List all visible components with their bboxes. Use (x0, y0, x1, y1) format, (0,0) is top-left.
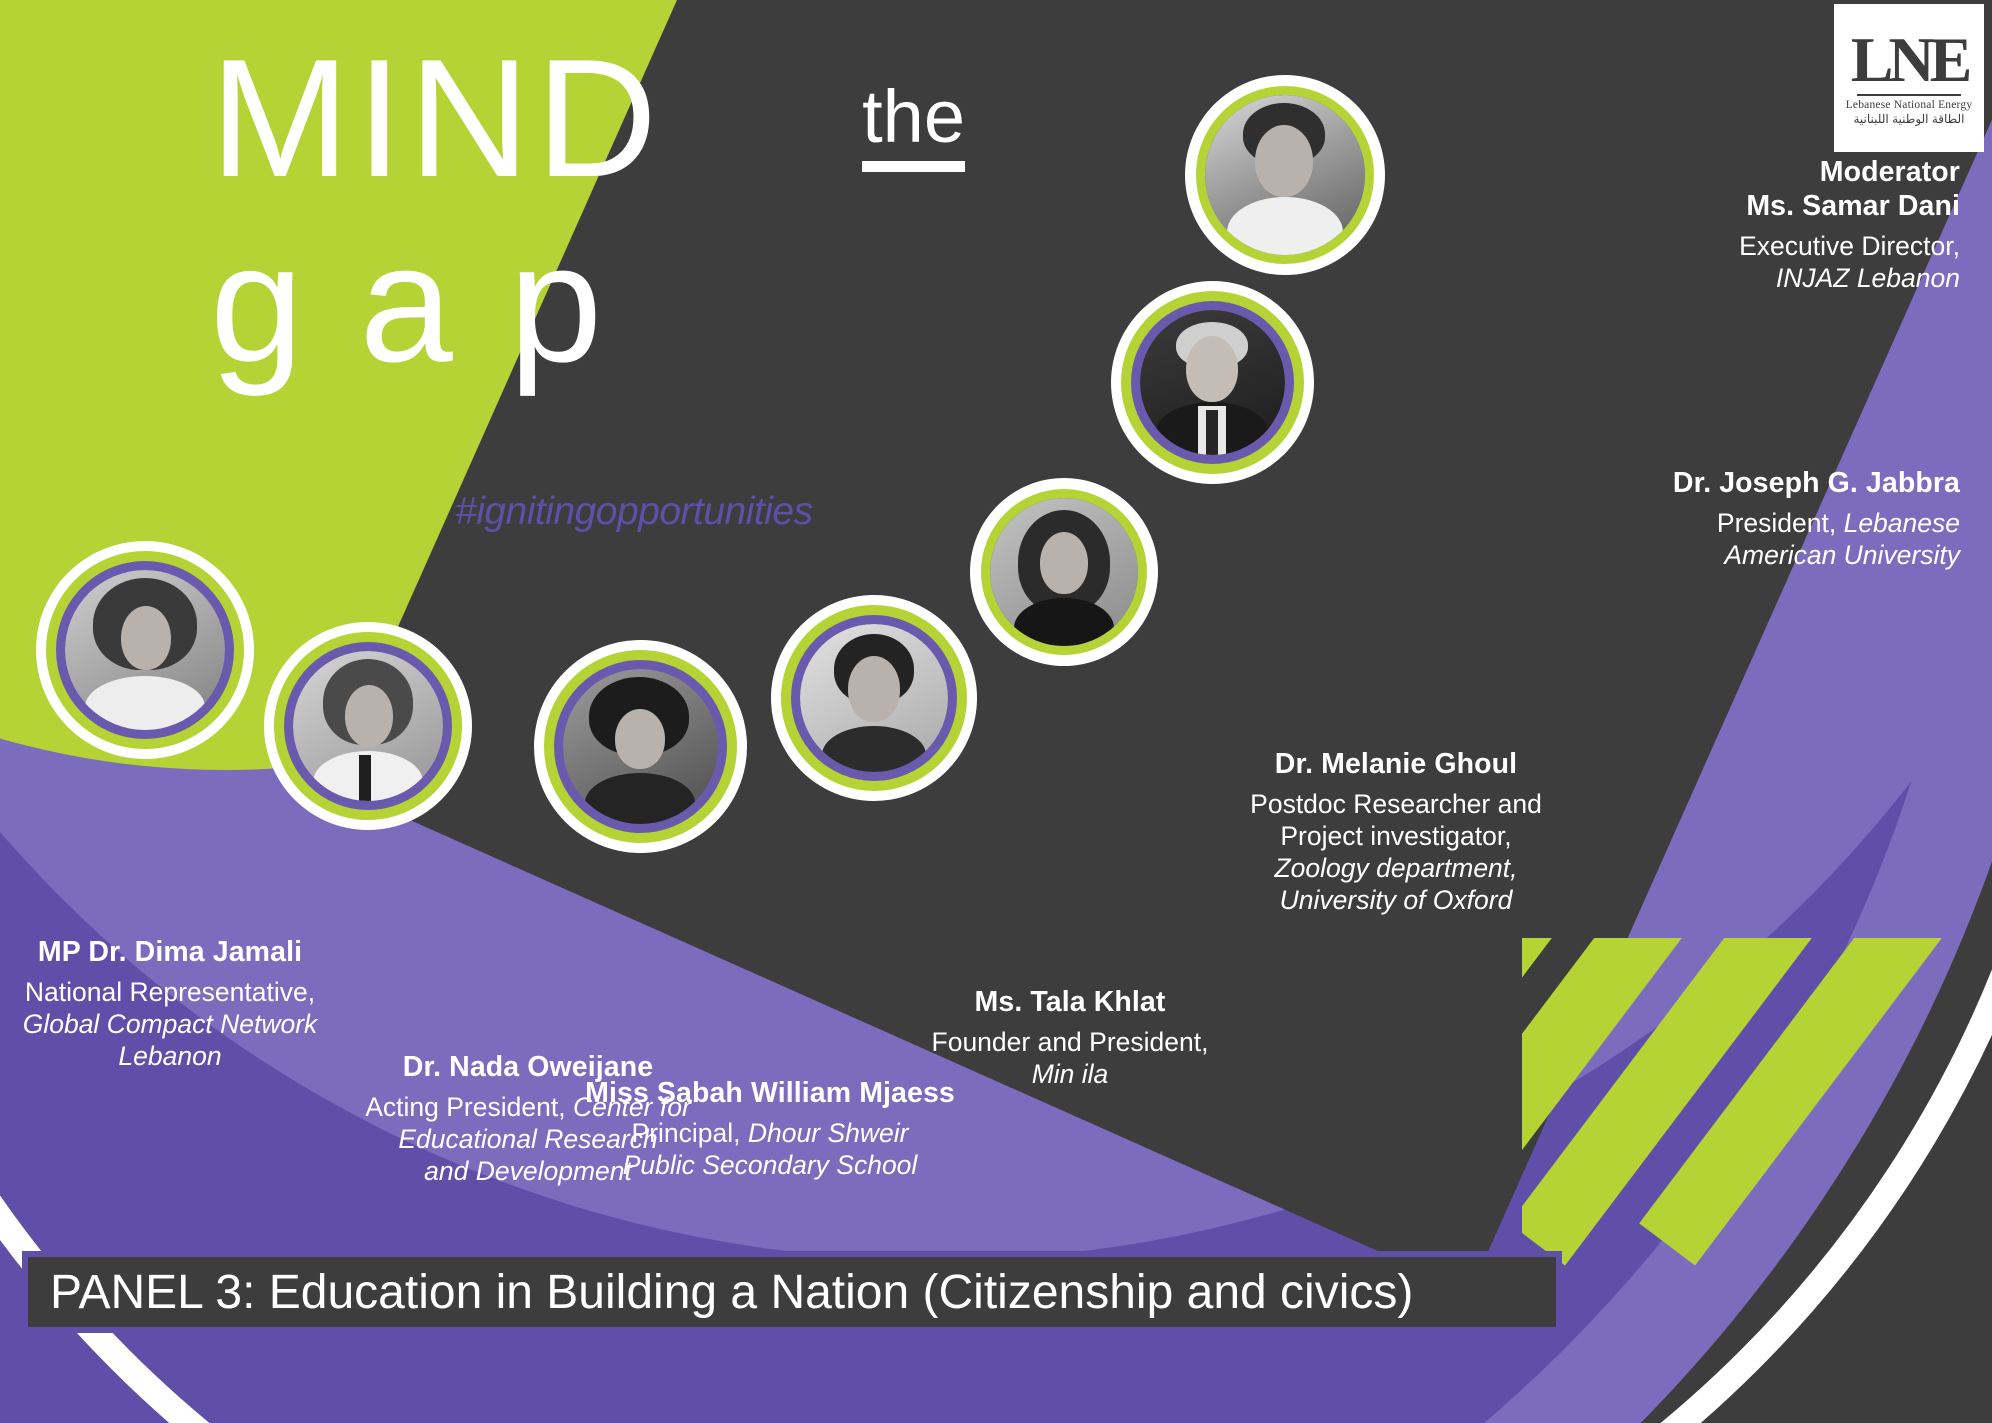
speaker-title-line1: National Representative, (24, 977, 316, 1007)
logo-word-mind: MIND (210, 24, 664, 212)
panel-title-banner: PANEL 3: Education in Building a Nation … (22, 1251, 1562, 1333)
speaker-name: Ms. Samar Dani (1746, 190, 1960, 222)
portrait-sabah-mjaess (563, 669, 718, 824)
caption-tala-khlat: Ms. Tala Khlat Founder and President, Mi… (845, 985, 1295, 1090)
caption-sabah-mjaess: Miss Sabah William Mjaess Principal, Dho… (490, 1076, 1050, 1181)
speaker-title-org-line2: American University (1724, 540, 1960, 570)
speaker-title-line1: Founder and President, (931, 1027, 1209, 1057)
green-stripes-decoration (1522, 938, 1992, 1268)
caption-joseph-jabbra: Dr. Joseph G. Jabbra President, Lebanese… (1200, 466, 1960, 571)
speaker-name: Ms. Tala Khlat (974, 986, 1166, 1018)
portrait-samar-dani (1205, 95, 1365, 255)
speaker-title-org: Min ila (1031, 1059, 1109, 1089)
speaker-title-org-line1: Zoology department, (1274, 853, 1518, 883)
speaker-role-label: Moderator (1819, 156, 1960, 188)
speaker-title-org-line1: Lebanese (1843, 508, 1960, 538)
lne-name: Lebanese National Energy (1845, 98, 1973, 111)
speaker-title-prefix: Principal, (631, 1118, 748, 1148)
logo-word-the: the (862, 80, 965, 172)
panel-title-text: PANEL 3: Education in Building a Nation … (50, 1265, 1414, 1319)
lne-logo: LNE Lebanese National Energy الطاقة الوط… (1834, 4, 1984, 152)
speaker-name: Dr. Joseph G. Jabbra (1672, 467, 1960, 499)
speaker-name: Dr. Nada Oweijane (402, 1051, 654, 1083)
caption-nada-oweijane: Dr. Nada Oweijane Acting President, Cent… (248, 1050, 808, 1187)
caption-dima-jamali: MP Dr. Dima Jamali National Representati… (0, 935, 340, 1072)
lne-name-arabic: الطاقة الوطنية اللبنانية (1853, 111, 1965, 126)
caption-samar-dani: Moderator Ms. Samar Dani Executive Direc… (1290, 155, 1960, 294)
speaker-name: Dr. Melanie Ghoul (1274, 748, 1518, 780)
speaker-title-line1: Postdoc Researcher and (1250, 789, 1542, 819)
lne-monogram: LNE (1850, 23, 1973, 95)
logo-word-gap: gap (210, 209, 659, 397)
speaker-title-org-line2: Lebanon (118, 1041, 222, 1071)
speaker-title-org-line3: and Development (424, 1156, 632, 1186)
speaker-title-org: INJAZ Lebanon (1775, 263, 1960, 293)
speaker-title-prefix: Acting President, (365, 1092, 573, 1122)
speaker-title-line1: Executive Director, (1739, 231, 1960, 261)
speaker-title-org-line1: Center for (572, 1092, 691, 1122)
speaker-title-org-line2: University of Oxford (1279, 885, 1513, 915)
caption-melanie-ghoul: Dr. Melanie Ghoul Postdoc Researcher and… (1140, 747, 1652, 916)
hashtag-tagline: #ignitingopportunities (455, 490, 813, 533)
speaker-title-org-line2: Educational Research (398, 1124, 658, 1154)
speaker-name: MP Dr. Dima Jamali (37, 936, 303, 968)
portrait-tala-khlat (800, 624, 948, 772)
speaker-title-org-line1: Global Compact Network (22, 1009, 318, 1039)
speaker-title-prefix: President, (1716, 508, 1844, 538)
portrait-dima-jamali (65, 570, 225, 730)
lne-divider (1857, 93, 1961, 96)
speaker-title-line2: Project investigator, (1280, 821, 1512, 851)
portrait-nada-oweijane (293, 651, 443, 801)
portrait-joseph-jabbra (1140, 310, 1285, 455)
speaker-name: Miss Sabah William Mjaess (585, 1077, 955, 1109)
mind-the-gap-logo: MIND the gap (210, 34, 965, 397)
speaker-title-org-line1: Dhour Shweir (747, 1118, 909, 1148)
portrait-melanie-ghoul (990, 498, 1138, 646)
speaker-title-org-line2: Public Secondary School (622, 1150, 918, 1180)
